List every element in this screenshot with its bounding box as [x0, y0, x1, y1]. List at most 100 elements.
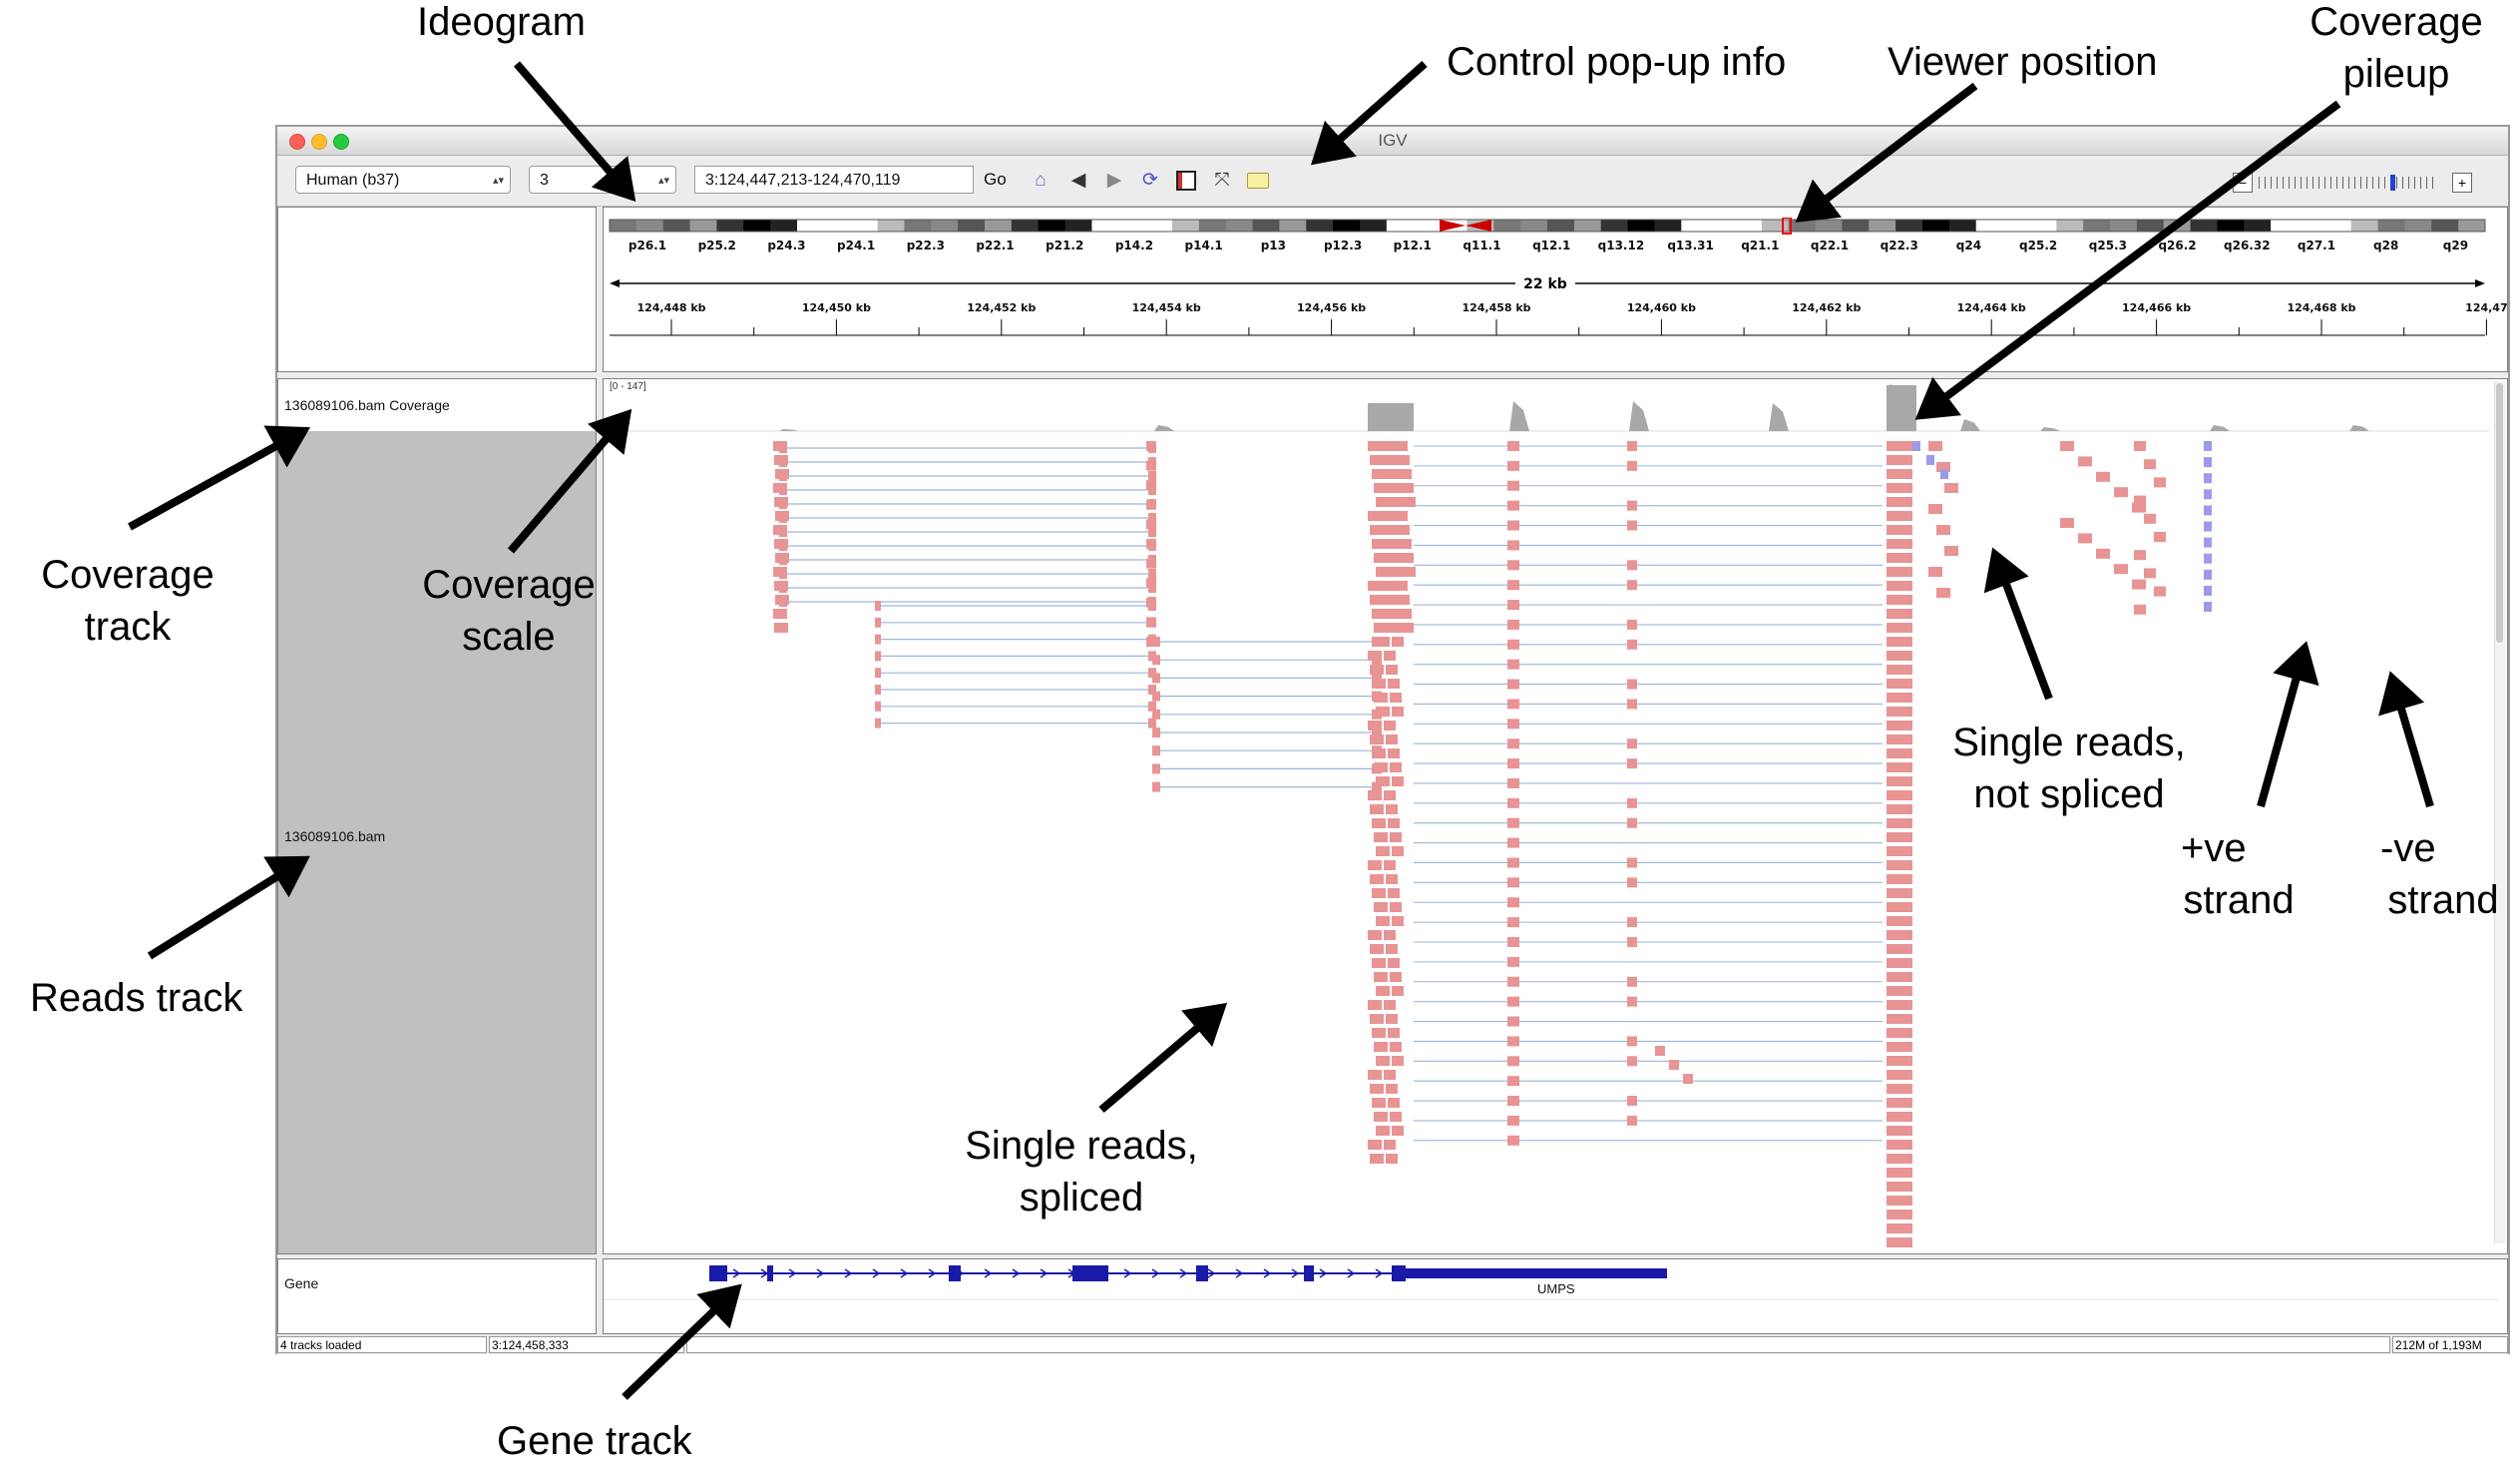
read[interactable]: [1627, 917, 1637, 928]
read[interactable]: [1902, 679, 1912, 689]
read[interactable]: [1936, 462, 1950, 472]
read[interactable]: [1902, 665, 1912, 675]
read[interactable]: [1376, 567, 1416, 577]
read[interactable]: [1388, 888, 1400, 898]
read[interactable]: [1386, 665, 1398, 675]
read[interactable]: [1507, 540, 1519, 551]
read[interactable]: [1370, 525, 1410, 535]
read[interactable]: [779, 597, 787, 607]
read[interactable]: [1902, 776, 1912, 786]
read[interactable]: [1374, 553, 1414, 563]
read[interactable]: [1887, 944, 1902, 954]
gene-exon[interactable]: [709, 1265, 727, 1281]
read[interactable]: [2060, 518, 2074, 528]
read[interactable]: [1507, 441, 1519, 451]
read[interactable]: [1902, 874, 1912, 884]
read[interactable]: [1944, 546, 1958, 556]
read[interactable]: [779, 569, 787, 579]
read[interactable]: [1152, 763, 1160, 774]
read[interactable]: [1902, 455, 1912, 465]
read[interactable]: [1887, 958, 1902, 968]
read[interactable]: [1392, 1056, 1404, 1066]
read[interactable]: [1902, 1196, 1912, 1206]
read[interactable]: [1944, 483, 1958, 493]
read[interactable]: [1507, 877, 1519, 888]
read[interactable]: [2204, 537, 2212, 548]
read[interactable]: [1507, 758, 1519, 769]
read[interactable]: [1902, 693, 1912, 703]
read[interactable]: [1507, 917, 1519, 928]
read[interactable]: [1152, 673, 1160, 684]
read[interactable]: [2204, 457, 2212, 468]
read[interactable]: [1148, 701, 1156, 712]
read[interactable]: [1152, 709, 1160, 720]
read[interactable]: [1384, 790, 1396, 800]
read[interactable]: [1507, 580, 1519, 591]
read[interactable]: [1368, 721, 1382, 731]
read[interactable]: [1507, 1135, 1519, 1146]
read[interactable]: [2096, 548, 2110, 559]
read[interactable]: [1368, 790, 1382, 800]
read[interactable]: [1372, 728, 1382, 737]
read[interactable]: [1902, 553, 1912, 563]
read[interactable]: [1887, 707, 1902, 717]
read[interactable]: [1902, 1042, 1912, 1052]
go-button[interactable]: Go: [984, 170, 1007, 189]
reads-track-name[interactable]: 136089106.bam: [284, 828, 386, 844]
alignment-view[interactable]: [604, 379, 2499, 1251]
read[interactable]: [1669, 1060, 1679, 1070]
read[interactable]: [1902, 497, 1912, 507]
read[interactable]: [1507, 1115, 1519, 1126]
read[interactable]: [1902, 902, 1912, 912]
read[interactable]: [1507, 600, 1519, 611]
read[interactable]: [1902, 944, 1912, 954]
read[interactable]: [2060, 441, 2074, 451]
read[interactable]: [1384, 651, 1396, 661]
read[interactable]: [1627, 441, 1637, 451]
read[interactable]: [1368, 441, 1408, 451]
read[interactable]: [1627, 976, 1637, 987]
read[interactable]: [1507, 738, 1519, 749]
read[interactable]: [1507, 956, 1519, 967]
read[interactable]: [1902, 483, 1912, 493]
read[interactable]: [1902, 972, 1912, 982]
read[interactable]: [1372, 1028, 1386, 1038]
read[interactable]: [1887, 1140, 1902, 1150]
read[interactable]: [1148, 617, 1156, 628]
read[interactable]: [1370, 1154, 1384, 1164]
read[interactable]: [1507, 996, 1519, 1007]
read[interactable]: [1386, 1084, 1398, 1094]
coverage-track-name[interactable]: 136089106.bam Coverage: [284, 397, 450, 413]
read[interactable]: [1902, 1070, 1912, 1080]
read[interactable]: [1507, 797, 1519, 808]
read[interactable]: [1376, 916, 1390, 926]
read[interactable]: [1507, 619, 1519, 630]
read[interactable]: [1384, 1000, 1396, 1010]
read[interactable]: [2154, 532, 2166, 542]
read[interactable]: [1148, 471, 1156, 481]
read[interactable]: [1374, 902, 1388, 912]
read[interactable]: [2144, 513, 2156, 524]
read[interactable]: [1390, 1042, 1402, 1052]
read[interactable]: [1887, 1028, 1902, 1038]
read[interactable]: [1368, 1000, 1382, 1010]
read[interactable]: [1390, 623, 1402, 633]
read[interactable]: [1902, 651, 1912, 661]
read[interactable]: [1627, 797, 1637, 808]
read[interactable]: [1936, 525, 1950, 535]
read[interactable]: [1902, 511, 1912, 521]
read[interactable]: [2204, 521, 2212, 532]
read[interactable]: [1388, 1098, 1400, 1108]
read[interactable]: [1368, 651, 1382, 661]
read[interactable]: [2114, 564, 2128, 575]
read[interactable]: [1887, 734, 1902, 744]
read[interactable]: [2204, 585, 2212, 596]
resize-icon[interactable]: ⤧: [1214, 170, 1230, 191]
read[interactable]: [2204, 569, 2212, 580]
read[interactable]: [1507, 679, 1519, 690]
read[interactable]: [1902, 1168, 1912, 1178]
read[interactable]: [875, 685, 881, 695]
read[interactable]: [2204, 553, 2212, 564]
read[interactable]: [1887, 651, 1902, 661]
read[interactable]: [1386, 595, 1398, 605]
